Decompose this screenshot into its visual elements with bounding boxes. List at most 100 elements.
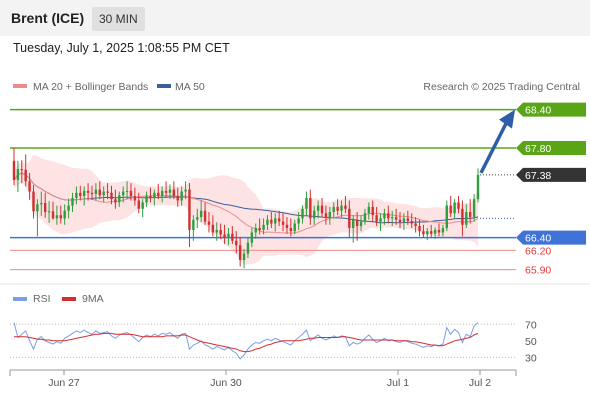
bollinger-band bbox=[14, 154, 478, 265]
candle-body bbox=[441, 228, 445, 233]
candle-body bbox=[227, 233, 230, 238]
candle-body bbox=[359, 221, 363, 227]
candle bbox=[71, 192, 74, 212]
rsi-ma-legend-label: 9MA bbox=[82, 293, 104, 305]
candle bbox=[238, 237, 242, 267]
candle-body bbox=[55, 215, 59, 219]
candle bbox=[47, 201, 51, 223]
candle bbox=[184, 181, 187, 200]
instrument-title: Brent (ICE) bbox=[11, 10, 85, 26]
candle bbox=[348, 200, 351, 238]
level-tag-text-68.40: 68.40 bbox=[525, 105, 551, 117]
candle-body bbox=[149, 196, 152, 198]
candle bbox=[188, 183, 191, 248]
candle bbox=[172, 181, 176, 200]
candle bbox=[391, 210, 394, 227]
ma20-line bbox=[13, 172, 479, 234]
candle-body bbox=[20, 169, 24, 171]
candle-body bbox=[344, 205, 347, 209]
candle-body bbox=[24, 169, 27, 182]
candle-body bbox=[82, 190, 86, 196]
candle-body bbox=[472, 199, 476, 218]
candle-body bbox=[215, 229, 218, 233]
candle-body bbox=[79, 192, 82, 196]
time-axis: Jun 27 Jun 30 Jul 1 Jul 2 bbox=[9, 369, 517, 389]
candle bbox=[336, 199, 339, 216]
candle bbox=[355, 212, 359, 241]
candle bbox=[192, 215, 195, 241]
candle-body bbox=[468, 212, 472, 218]
candle bbox=[12, 148, 16, 186]
rsi-ma-line bbox=[14, 332, 479, 353]
candle-body bbox=[16, 169, 20, 180]
candle bbox=[305, 191, 308, 216]
candle-body bbox=[114, 199, 117, 203]
candle-body bbox=[121, 191, 125, 196]
candle-body bbox=[285, 224, 289, 228]
candle bbox=[63, 204, 66, 225]
candle bbox=[457, 196, 460, 214]
candle-body bbox=[71, 197, 74, 206]
bollinger-band-layer bbox=[14, 154, 478, 265]
candle-body bbox=[125, 190, 129, 192]
candle-body bbox=[188, 189, 191, 230]
source-label: Research © 2025 Trading Central bbox=[423, 81, 580, 93]
candle bbox=[266, 215, 269, 230]
candle-body bbox=[164, 190, 168, 193]
candle bbox=[449, 196, 452, 218]
candle-body bbox=[336, 206, 339, 211]
candle bbox=[180, 186, 183, 206]
candle bbox=[394, 208, 398, 225]
candle-body bbox=[461, 208, 464, 225]
candle bbox=[375, 206, 378, 227]
level-tag-67.80 bbox=[516, 141, 586, 155]
candle bbox=[223, 224, 226, 244]
candle-body bbox=[36, 204, 39, 212]
candle-body bbox=[387, 213, 390, 219]
rsi-tick-label: 50 bbox=[525, 336, 537, 348]
candle-body bbox=[363, 213, 367, 222]
candle-body bbox=[293, 223, 296, 232]
candle-body bbox=[262, 224, 265, 230]
candle-body bbox=[418, 226, 421, 232]
candle-body bbox=[430, 231, 433, 234]
candle-body bbox=[137, 200, 140, 209]
candle-body bbox=[320, 205, 324, 214]
candle-body bbox=[32, 191, 35, 212]
candle bbox=[86, 183, 90, 201]
candle bbox=[293, 219, 296, 235]
candle bbox=[196, 208, 199, 228]
candle bbox=[199, 200, 203, 223]
candle-body bbox=[106, 191, 109, 193]
candle bbox=[102, 186, 105, 203]
candle-body bbox=[133, 196, 137, 201]
candle bbox=[94, 183, 98, 201]
candle-body bbox=[414, 223, 417, 227]
candle bbox=[24, 154, 27, 187]
candle bbox=[82, 186, 86, 206]
candle-body bbox=[246, 242, 250, 254]
candle bbox=[20, 160, 24, 184]
candle bbox=[125, 181, 129, 200]
candle bbox=[149, 187, 152, 203]
candle-body bbox=[367, 206, 371, 214]
candle-body bbox=[59, 215, 62, 219]
forecast-arrow-head bbox=[499, 109, 515, 129]
candle-body bbox=[406, 218, 410, 221]
interval-button[interactable]: 30 MIN bbox=[92, 7, 145, 31]
candle-body bbox=[379, 218, 382, 222]
key-levels-layer bbox=[10, 108, 516, 271]
candle bbox=[55, 205, 59, 225]
level-tag-text-67.80: 67.80 bbox=[525, 143, 551, 155]
candle-body bbox=[180, 191, 183, 201]
candle bbox=[328, 206, 332, 225]
candle-body bbox=[297, 218, 300, 224]
candle bbox=[340, 200, 343, 218]
candle-body bbox=[203, 210, 207, 222]
candle-body bbox=[449, 205, 452, 214]
candle bbox=[433, 227, 437, 239]
candle bbox=[227, 228, 230, 246]
candle-body bbox=[75, 192, 78, 198]
